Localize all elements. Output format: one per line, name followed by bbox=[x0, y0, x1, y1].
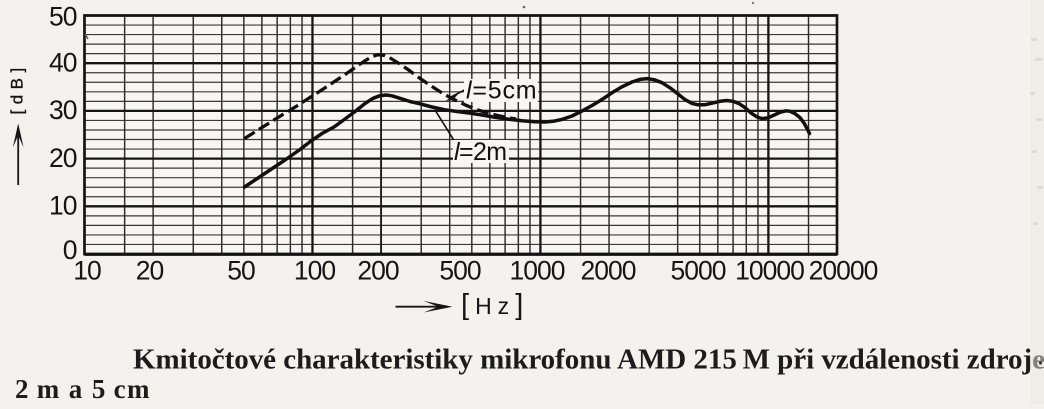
svg-text:50: 50 bbox=[49, 1, 77, 31]
svg-text:5000: 5000 bbox=[671, 256, 726, 286]
svg-text:30: 30 bbox=[49, 95, 77, 125]
svg-text:0: 0 bbox=[63, 235, 77, 265]
svg-text:[Hz]: [Hz] bbox=[461, 289, 529, 321]
svg-text:l=5cm: l=5cm bbox=[466, 77, 537, 105]
svg-text:1000: 1000 bbox=[510, 256, 565, 286]
svg-text:10000: 10000 bbox=[735, 256, 804, 286]
svg-text:20: 20 bbox=[49, 143, 77, 173]
svg-text:10: 10 bbox=[49, 191, 77, 221]
svg-text:200: 200 bbox=[357, 256, 398, 286]
svg-text:20: 20 bbox=[136, 256, 164, 286]
svg-text:l=2m: l=2m bbox=[454, 138, 507, 166]
svg-text:2000: 2000 bbox=[581, 256, 636, 286]
svg-text:50: 50 bbox=[227, 256, 255, 286]
svg-text:Kmitočtové charakteristiky mik: Kmitočtové charakteristiky mikrofonu AMD… bbox=[133, 344, 1044, 376]
svg-text:500: 500 bbox=[439, 256, 480, 286]
svg-text:100: 100 bbox=[294, 256, 335, 286]
svg-text:40: 40 bbox=[49, 48, 77, 78]
svg-text:[dB]: [dB] bbox=[8, 62, 27, 114]
svg-text:20000: 20000 bbox=[809, 256, 878, 286]
svg-text:10: 10 bbox=[73, 256, 101, 286]
